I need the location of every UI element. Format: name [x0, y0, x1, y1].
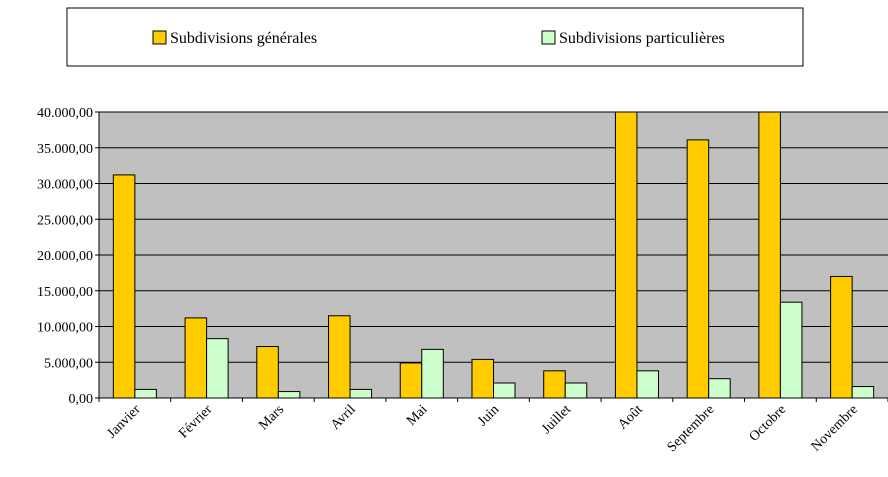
x-tick-label: Novembre — [809, 402, 861, 454]
y-tick-label: 20.000,00 — [37, 249, 93, 264]
bar — [851, 386, 875, 399]
y-tick-label: 10.000,00 — [37, 321, 93, 336]
bar — [636, 370, 659, 399]
legend-swatch — [541, 30, 556, 45]
legend-label: Subdivisions particulières — [559, 30, 725, 47]
bar — [564, 382, 588, 399]
x-tick-label: Juin — [475, 402, 502, 429]
bar — [493, 382, 516, 399]
x-tick-label: Janvier — [104, 402, 143, 441]
y-tick-label: 40.000,00 — [37, 106, 93, 121]
bar — [543, 370, 566, 399]
bar — [399, 362, 423, 399]
bar — [134, 388, 157, 399]
y-tick-label: 35.000,00 — [37, 142, 93, 157]
y-tick-label: 15.000,00 — [37, 285, 93, 300]
bar — [614, 111, 638, 399]
bar — [184, 317, 208, 399]
legend-swatch — [152, 30, 167, 45]
x-tick-label: Mars — [256, 402, 287, 433]
bar — [779, 301, 803, 399]
x-tick-label: Avril — [328, 402, 359, 433]
chart-legend — [66, 7, 804, 67]
y-tick-label: 30.000,00 — [37, 178, 93, 193]
bar — [471, 358, 494, 399]
bar — [349, 388, 373, 399]
bar — [708, 378, 731, 399]
bar — [112, 174, 136, 399]
bar — [830, 275, 853, 399]
x-tick-label: Septembre — [665, 402, 718, 455]
y-tick-label: 0,00 — [69, 392, 94, 407]
x-tick-label: Février — [176, 402, 215, 441]
x-tick-label: Octobre — [747, 402, 789, 444]
x-tick-label: Août — [615, 402, 645, 432]
x-tick-label: Mai — [404, 402, 431, 429]
bar — [686, 139, 710, 399]
legend-label: Subdivisions générales — [170, 30, 317, 47]
bar — [206, 338, 229, 399]
bar — [421, 348, 444, 399]
x-tick-label: Juillet — [539, 402, 574, 437]
bar — [277, 391, 301, 399]
y-tick-label: 5.000,00 — [44, 356, 93, 371]
bar — [758, 111, 781, 399]
bar — [256, 346, 279, 399]
y-tick-label: 25.000,00 — [37, 213, 93, 228]
bar — [328, 315, 351, 399]
